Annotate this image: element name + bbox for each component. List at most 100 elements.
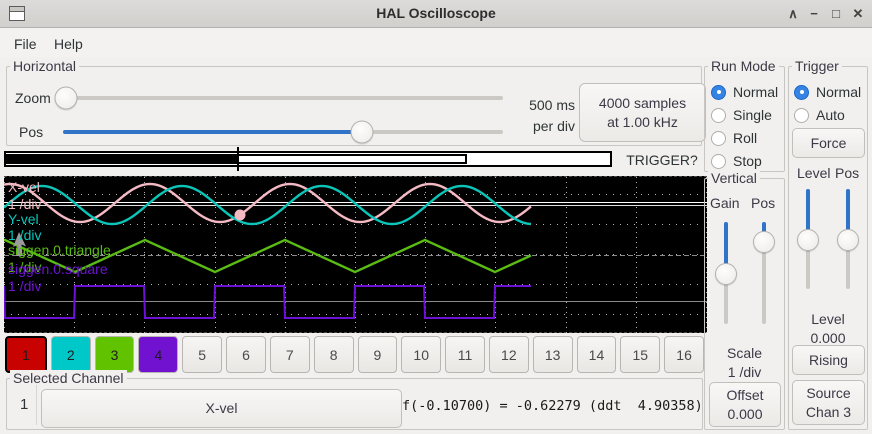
trigger-level-caption: Level xyxy=(811,311,845,327)
trigger-level-slider-handle[interactable] xyxy=(797,229,819,251)
horizontal-group: Horizontal Zoom Pos 500 ms per div 4000 … xyxy=(6,58,706,146)
radio-icon xyxy=(711,130,726,146)
scope-channel-scale-Y-vel: 1 /div xyxy=(8,227,42,243)
trigger-source-button[interactable]: Source Chan 3 xyxy=(792,380,865,425)
menu-bar: File Help xyxy=(0,29,872,57)
channel-button-11[interactable]: 11 xyxy=(445,336,485,373)
zoom-slider-track xyxy=(57,96,503,100)
scope-display[interactable]: X-vel 1 /div Y-vel 1 /div siggen.0.triangle 1… xyxy=(4,176,707,334)
force-button[interactable]: Force xyxy=(792,128,865,158)
channel-strip: 1 2 3 4 5 6 7 8 9 10 11 12 13 14 15 16 xyxy=(5,336,704,373)
pos-label: Pos xyxy=(19,124,44,140)
vertical-gain-slider-handle[interactable] xyxy=(715,263,737,286)
record-view-window xyxy=(237,154,467,164)
trigger-edge-button[interactable]: Rising xyxy=(792,345,865,375)
zoom-slider[interactable] xyxy=(54,86,503,110)
function-readout: f(-0.10700) = -0.62279 (ddt 4.90358) xyxy=(402,398,703,414)
scope-channel-scale-siggen.0.square: 1 /div xyxy=(8,278,42,294)
trace-siggen.0.square xyxy=(4,285,531,319)
per-div-readout: 500 ms per div xyxy=(529,97,575,134)
trace-X-vel xyxy=(4,182,532,224)
pos-slider[interactable] xyxy=(63,120,503,144)
channel-button-5[interactable]: 5 xyxy=(182,336,223,373)
trigger-pos-slider[interactable] xyxy=(836,189,860,289)
run-mode-single-radio[interactable]: Single xyxy=(711,106,772,124)
run-mode-roll-radio[interactable]: Roll xyxy=(711,129,757,147)
trace-Y-vel xyxy=(4,184,532,226)
channel-button-14[interactable]: 14 xyxy=(576,336,617,373)
vertical-group: Vertical Gain Pos Scale 1 /div Offset 0.… xyxy=(704,170,785,430)
radio-icon xyxy=(711,84,726,100)
scope-channel-scale-siggen.0.triangle: 1 /div xyxy=(8,259,42,275)
radio-icon xyxy=(711,107,726,123)
minimize-button[interactable]: − xyxy=(810,6,818,21)
selected-channel-group: Selected Channel 1 X-vel f(-0.10700) = -… xyxy=(6,370,703,430)
record-fill xyxy=(6,154,238,164)
selected-channel-group-label: Selected Channel xyxy=(10,370,127,386)
sample-rate-button[interactable]: 4000 samples at 1.00 kHz xyxy=(579,83,706,142)
vertical-pos-slider[interactable] xyxy=(752,222,776,324)
close-button[interactable]: ✕ xyxy=(852,6,864,21)
scope-channel-label-X-vel: X-vel xyxy=(8,179,40,195)
trigger-group: Trigger Normal Auto Force Level Pos Leve… xyxy=(788,58,868,430)
record-position-bar[interactable] xyxy=(4,147,612,171)
zoom-label: Zoom xyxy=(15,90,51,106)
channel-button-9[interactable]: 9 xyxy=(357,336,398,373)
pos-slider-track xyxy=(63,130,503,134)
vertical-gain-slider-label: Gain xyxy=(710,195,740,211)
channel-button-16[interactable]: 16 xyxy=(664,336,704,373)
channel-button-2[interactable]: 2 xyxy=(50,336,91,373)
channel-button-6[interactable]: 6 xyxy=(226,336,266,373)
scope-canvas xyxy=(4,177,707,334)
vertical-offset-button[interactable]: Offset 0.000 xyxy=(709,382,781,427)
radio-icon xyxy=(794,84,809,100)
channel-button-10[interactable]: 10 xyxy=(401,336,442,373)
scope-channel-scale-X-vel: 1 /div xyxy=(8,196,42,212)
menu-help[interactable]: Help xyxy=(54,36,83,52)
maximize-button[interactable]: □ xyxy=(832,6,840,21)
channel-button-3[interactable]: 3 xyxy=(94,336,135,373)
scope-channel-label-siggen.0.triangle: siggen.0.triangle xyxy=(8,242,111,258)
shade-button[interactable]: ∧ xyxy=(788,6,798,21)
run-mode-group-label: Run Mode xyxy=(708,58,779,74)
trigger-status-label: TRIGGER? xyxy=(626,152,698,168)
run-mode-stop-radio[interactable]: Stop xyxy=(711,152,762,170)
trigger-level-value: 0.000 xyxy=(810,330,846,346)
pos-slider-handle[interactable] xyxy=(350,120,374,144)
channel-name-button[interactable]: X-vel xyxy=(41,389,402,428)
vertical-gain-slider[interactable] xyxy=(714,222,738,324)
vertical-pos-slider-handle[interactable] xyxy=(753,231,775,254)
radio-icon xyxy=(794,107,809,123)
channel-button-13[interactable]: 13 xyxy=(532,336,573,373)
channel-button-12[interactable]: 12 xyxy=(488,336,529,373)
radio-icon xyxy=(711,153,726,169)
channel-button-8[interactable]: 8 xyxy=(313,336,354,373)
title-bar: HAL Oscilloscope ∧ − □ ✕ xyxy=(0,0,872,28)
trigger-pos-slider-label: Pos xyxy=(835,165,860,181)
horizontal-group-label: Horizontal xyxy=(10,58,80,74)
trigger-normal-radio[interactable]: Normal xyxy=(794,83,861,101)
vertical-pos-slider-label: Pos xyxy=(751,195,776,211)
trigger-group-label: Trigger xyxy=(792,58,842,74)
run-mode-group: Run Mode Normal Single Roll Stop xyxy=(704,58,785,172)
scope-channel-label-Y-vel: Y-vel xyxy=(8,211,39,227)
separator xyxy=(36,385,37,425)
trigger-auto-radio[interactable]: Auto xyxy=(794,106,845,124)
trigger-level-slider[interactable] xyxy=(796,189,820,289)
channel-button-1[interactable]: 1 xyxy=(5,336,47,373)
run-mode-normal-radio[interactable]: Normal xyxy=(711,83,778,101)
trigger-level-slider-label: Level xyxy=(797,165,831,181)
scope-channel-label-siggen.0.square: siggen.0.square xyxy=(8,261,108,277)
trace-siggen.0.triangle xyxy=(4,238,532,274)
channel-button-7[interactable]: 7 xyxy=(269,336,310,373)
selected-channel-number: 1 xyxy=(20,396,29,413)
channel-button-15[interactable]: 15 xyxy=(620,336,661,373)
record-trigger-cursor xyxy=(237,147,240,171)
trigger-pos-slider-handle[interactable] xyxy=(837,229,859,251)
zoom-slider-handle[interactable] xyxy=(54,86,78,110)
window-icon xyxy=(9,6,25,21)
channel-button-4[interactable]: 4 xyxy=(138,336,179,373)
menu-file[interactable]: File xyxy=(14,36,37,52)
mouse-cursor-icon xyxy=(13,232,26,256)
